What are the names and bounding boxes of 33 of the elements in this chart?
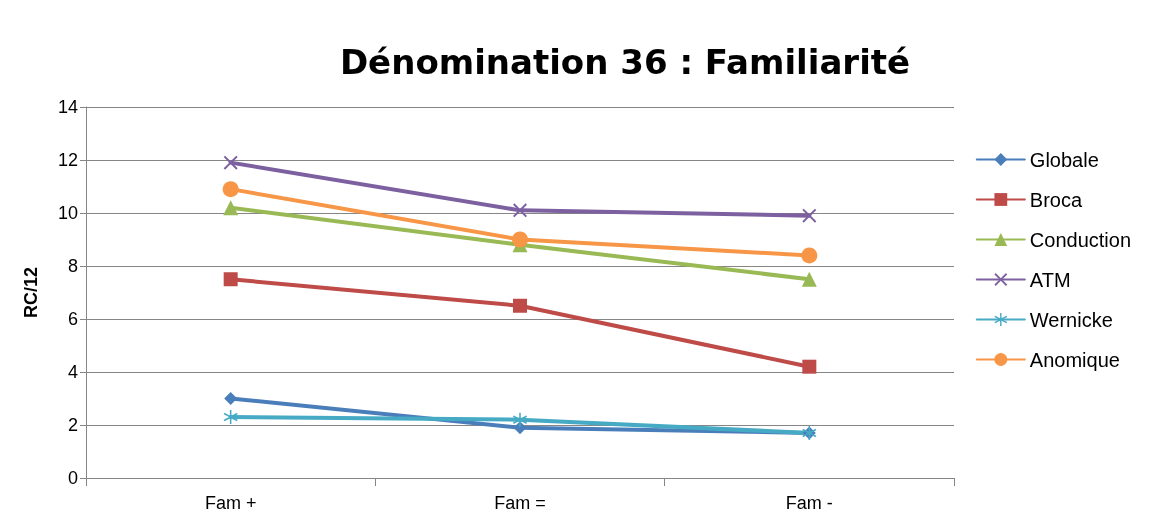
legend-label: ATM [1029,268,1071,291]
x-tick-label: Fam + [204,493,257,513]
y-tick-label: 2 [67,415,78,435]
y-tick-label: 10 [57,203,78,223]
point [513,412,527,427]
y-tick-label: 0 [67,468,78,488]
point [801,271,817,287]
point [801,247,818,264]
point [802,208,817,223]
chart-title: Dénomination 36 : Familiarité [339,42,911,82]
y-tick-label: 4 [67,362,78,382]
x-tick-label: Fam - [785,493,833,513]
point [513,203,527,218]
legend-label: Wernicke [1029,308,1113,331]
y-tick-label: 6 [67,309,78,329]
point [224,392,238,405]
point [513,298,527,313]
legend-label: Broca [1029,188,1083,211]
y-tick-label: 8 [67,256,78,276]
point [802,359,817,374]
legend-label: Globale [1029,148,1099,171]
point [512,231,528,248]
point [223,200,239,216]
y-axis-title: RC/12 [21,266,41,319]
point [222,181,239,198]
y-tick-label: 12 [57,150,78,170]
point [223,272,238,287]
legend-label: Anomique [1029,348,1120,371]
point [223,155,238,170]
point [223,410,238,425]
legend-label: Conduction [1029,228,1132,251]
x-tick-label: Fam = [494,493,546,513]
y-tick-label: 14 [57,97,78,117]
